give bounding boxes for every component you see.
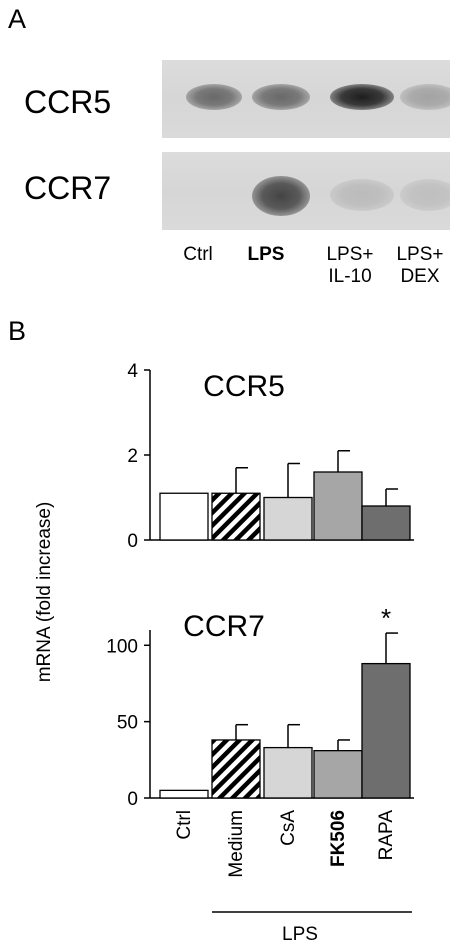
blot-band <box>330 84 394 110</box>
bar <box>361 662 411 799</box>
bar <box>211 739 261 799</box>
blot-band <box>400 84 450 110</box>
bar <box>361 505 411 541</box>
blot-band <box>186 84 242 110</box>
x-tick-label: RAPA <box>376 810 397 861</box>
y-tick-label: 0 <box>127 789 138 810</box>
lane-label-line2: IL-10 <box>328 266 372 287</box>
blot-band <box>252 84 310 110</box>
lane-label-line2: DEX <box>400 266 440 287</box>
panel-b-letter: B <box>8 316 27 346</box>
x-tick-label: Ctrl <box>174 810 195 840</box>
blot-band <box>252 175 310 216</box>
lane-label: LPS+ IL-10 <box>310 244 390 288</box>
lane-label: Ctrl <box>158 244 238 266</box>
blot-band <box>400 179 450 211</box>
y-axis-label: mRNA (fold increase) <box>34 502 55 683</box>
x-tick-label: CsA <box>278 810 299 846</box>
lane-label-line1: LPS <box>247 244 285 265</box>
bar <box>263 746 313 799</box>
y-tick-label: 100 <box>106 636 138 657</box>
lane-label-line1: LPS+ <box>396 244 444 265</box>
y-tick-label: 0 <box>127 531 138 552</box>
y-tick-label: 2 <box>127 446 138 467</box>
lane-label-line1: Ctrl <box>183 244 213 265</box>
bar-charts: mRNA (fold increase) CCR5 0 2 4 CCR7 0 50 100 * C… <box>34 361 414 945</box>
bar <box>159 789 209 799</box>
western-blot-ccr7 <box>162 152 450 230</box>
western-blot-ccr5 <box>162 60 450 138</box>
chart-title: CCR5 <box>203 370 285 403</box>
bar <box>263 496 313 541</box>
lane-label-line1: LPS+ <box>326 244 374 265</box>
x-tick-label: FK506 <box>328 810 349 867</box>
bar <box>313 750 363 799</box>
y-tick-label: 4 <box>127 361 138 382</box>
bar <box>159 492 209 541</box>
bar <box>313 471 363 541</box>
bar <box>211 492 261 541</box>
lane-label: LPS <box>226 244 306 266</box>
x-tick-label: Medium <box>226 810 247 878</box>
blot-row-label-ccr7: CCR7 <box>24 170 112 206</box>
panel-a-letter: A <box>8 4 27 34</box>
significance-marker: * <box>381 603 391 633</box>
y-tick-label: 50 <box>117 713 138 734</box>
blot-band <box>330 179 394 211</box>
lane-label: LPS+ DEX <box>380 244 460 288</box>
lps-group-label: LPS <box>282 924 318 945</box>
blot-row-label-ccr5: CCR5 <box>24 84 112 120</box>
chart-title: CCR7 <box>183 610 265 643</box>
